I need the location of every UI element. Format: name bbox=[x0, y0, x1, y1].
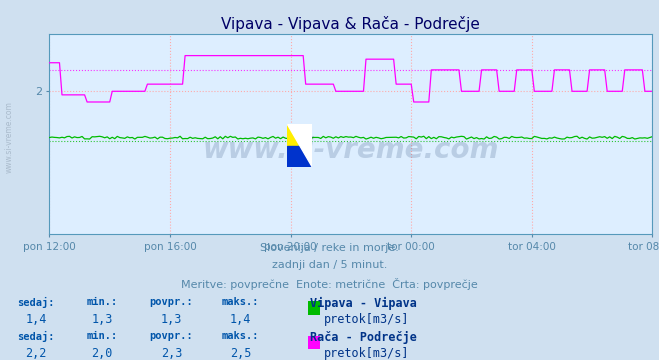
Text: 2,5: 2,5 bbox=[230, 347, 251, 360]
Text: min.:: min.: bbox=[86, 331, 118, 341]
Text: 1,3: 1,3 bbox=[92, 313, 113, 326]
Text: Vipava - Vipava: Vipava - Vipava bbox=[310, 297, 416, 310]
Bar bbox=[299, 146, 312, 167]
Text: Rača - Podrečje: Rača - Podrečje bbox=[310, 331, 416, 344]
Title: Vipava - Vipava & Rača - Podrečje: Vipava - Vipava & Rača - Podrečje bbox=[221, 15, 480, 32]
Bar bbox=[287, 124, 299, 146]
Polygon shape bbox=[287, 124, 312, 167]
Text: www.si-vreme.com: www.si-vreme.com bbox=[203, 136, 499, 164]
Text: maks.:: maks.: bbox=[222, 331, 259, 341]
Text: 2,0: 2,0 bbox=[92, 347, 113, 360]
Text: Slovenija / reke in morje.: Slovenija / reke in morje. bbox=[260, 243, 399, 253]
Bar bbox=[299, 124, 312, 146]
Text: 1,3: 1,3 bbox=[161, 313, 182, 326]
Text: povpr.:: povpr.: bbox=[150, 297, 193, 307]
Text: povpr.:: povpr.: bbox=[150, 331, 193, 341]
Text: pretok[m3/s]: pretok[m3/s] bbox=[324, 313, 410, 326]
Text: Meritve: povprečne  Enote: metrične  Črta: povprečje: Meritve: povprečne Enote: metrične Črta:… bbox=[181, 278, 478, 289]
Text: www.si-vreme.com: www.si-vreme.com bbox=[5, 101, 14, 173]
Text: 1,4: 1,4 bbox=[230, 313, 251, 326]
Text: pretok[m3/s]: pretok[m3/s] bbox=[324, 347, 410, 360]
Text: 2,2: 2,2 bbox=[26, 347, 47, 360]
Text: min.:: min.: bbox=[86, 297, 118, 307]
Text: sedaj:: sedaj: bbox=[18, 297, 55, 308]
Text: 1,4: 1,4 bbox=[26, 313, 47, 326]
Text: zadnji dan / 5 minut.: zadnji dan / 5 minut. bbox=[272, 260, 387, 270]
Text: maks.:: maks.: bbox=[222, 297, 259, 307]
Bar bbox=[287, 146, 299, 167]
Text: 2,3: 2,3 bbox=[161, 347, 182, 360]
Text: sedaj:: sedaj: bbox=[18, 331, 55, 342]
